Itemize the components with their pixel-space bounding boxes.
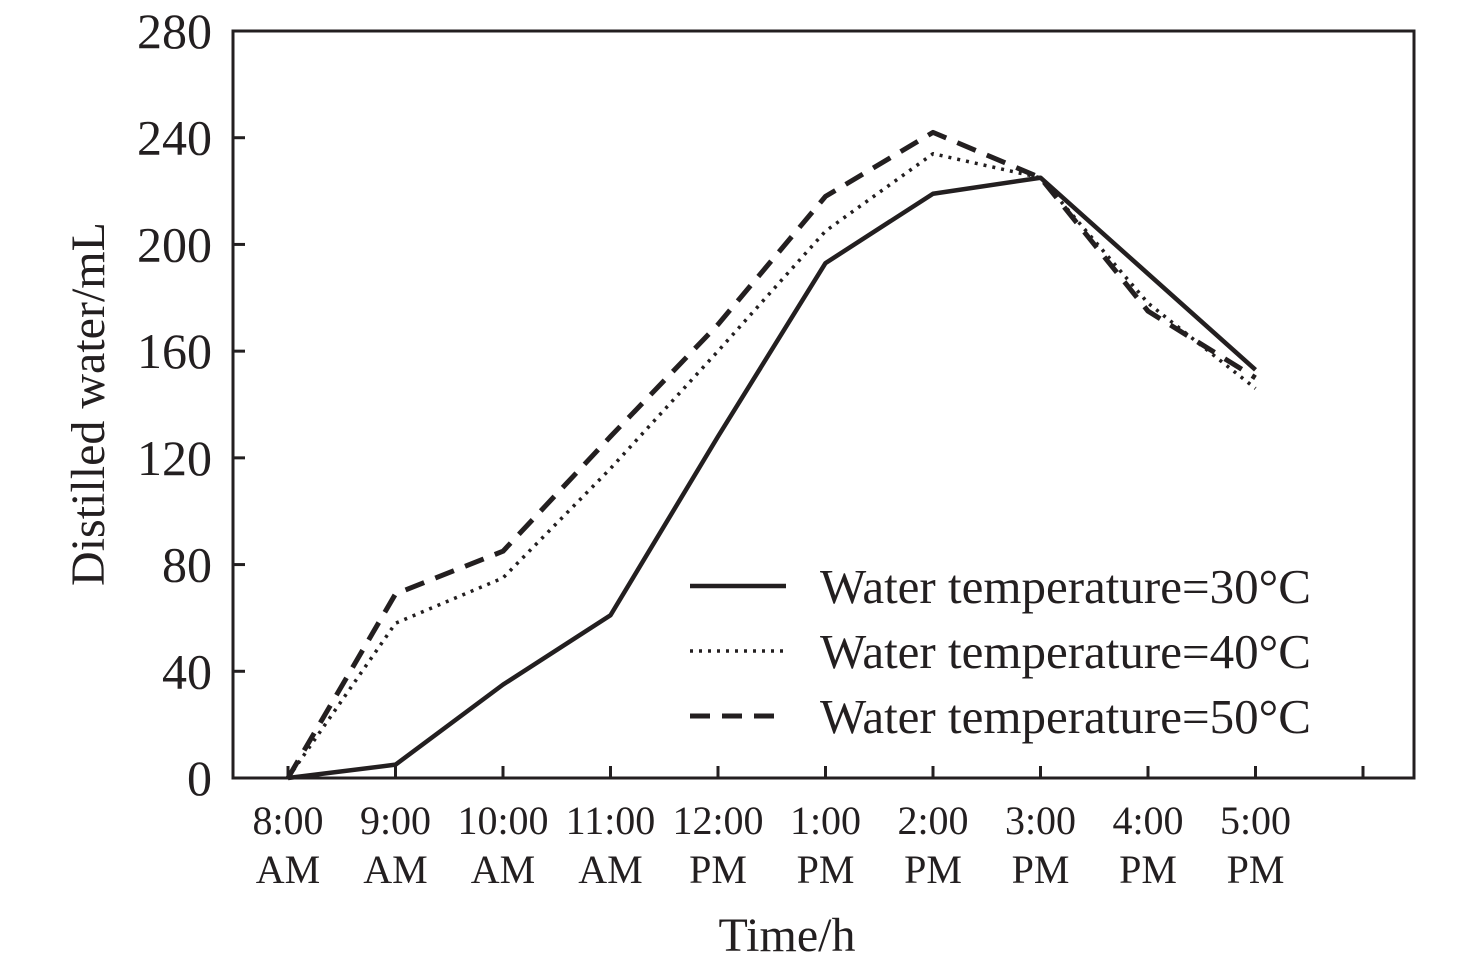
legend-label: Water temperature=30°C [820, 559, 1311, 614]
x-tick-label-time: 12:00 [672, 798, 763, 843]
legend: Water temperature=30°C Water temperature=… [690, 559, 1311, 744]
x-tick-label-period: PM [1227, 847, 1285, 892]
y-tick-label: 160 [137, 323, 212, 379]
series-layer [285, 129, 1257, 781]
x-axis-title: Time/h [719, 909, 856, 962]
x-tick-label-time: 4:00 [1112, 798, 1183, 843]
series-line-solid [287, 175, 1257, 781]
y-tick-label: 40 [162, 643, 212, 699]
x-tick-label-time: 8:00 [252, 798, 323, 843]
x-tick-label-period: AM [256, 847, 320, 892]
x-tick-label-time: 1:00 [790, 798, 861, 843]
legend-label: Water temperature=40°C [820, 624, 1311, 679]
x-tick-label-time: 10:00 [457, 798, 548, 843]
x-tick-label-time: 11:00 [566, 798, 656, 843]
x-tick-label-period: PM [797, 847, 855, 892]
y-tick-label: 80 [162, 537, 212, 593]
x-tick-label-period: PM [904, 847, 962, 892]
x-tick-label-time: 2:00 [897, 798, 968, 843]
x-axis-ticks: 8:00AM9:00AM10:00AM11:00AM12:00PM1:00PM2… [252, 766, 1365, 892]
x-tick-label-period: AM [471, 847, 535, 892]
x-tick-label-time: 9:00 [360, 798, 431, 843]
x-tick-label-period: PM [689, 847, 747, 892]
x-tick-label-period: AM [578, 847, 642, 892]
legend-label: Water temperature=50°C [820, 689, 1311, 744]
series-line-dotted [286, 151, 1257, 779]
y-tick-label: 0 [187, 750, 212, 806]
y-tick-label: 120 [137, 430, 212, 486]
y-tick-label: 240 [137, 110, 212, 166]
y-axis-ticks: 0 40 80 120 160 200 240 280 [137, 3, 245, 806]
x-tick-label-period: PM [1012, 847, 1070, 892]
x-tick-label-period: AM [363, 847, 427, 892]
y-tick-label: 280 [137, 3, 212, 59]
series-line-dashed [285, 129, 1257, 780]
x-tick-label-period: PM [1119, 847, 1177, 892]
x-tick-label-time: 5:00 [1220, 798, 1291, 843]
y-axis-title: Distilled water/mL [62, 222, 115, 586]
y-tick-label: 200 [137, 216, 212, 272]
plot-frame [231, 29, 1416, 780]
x-tick-label-time: 3:00 [1005, 798, 1076, 843]
